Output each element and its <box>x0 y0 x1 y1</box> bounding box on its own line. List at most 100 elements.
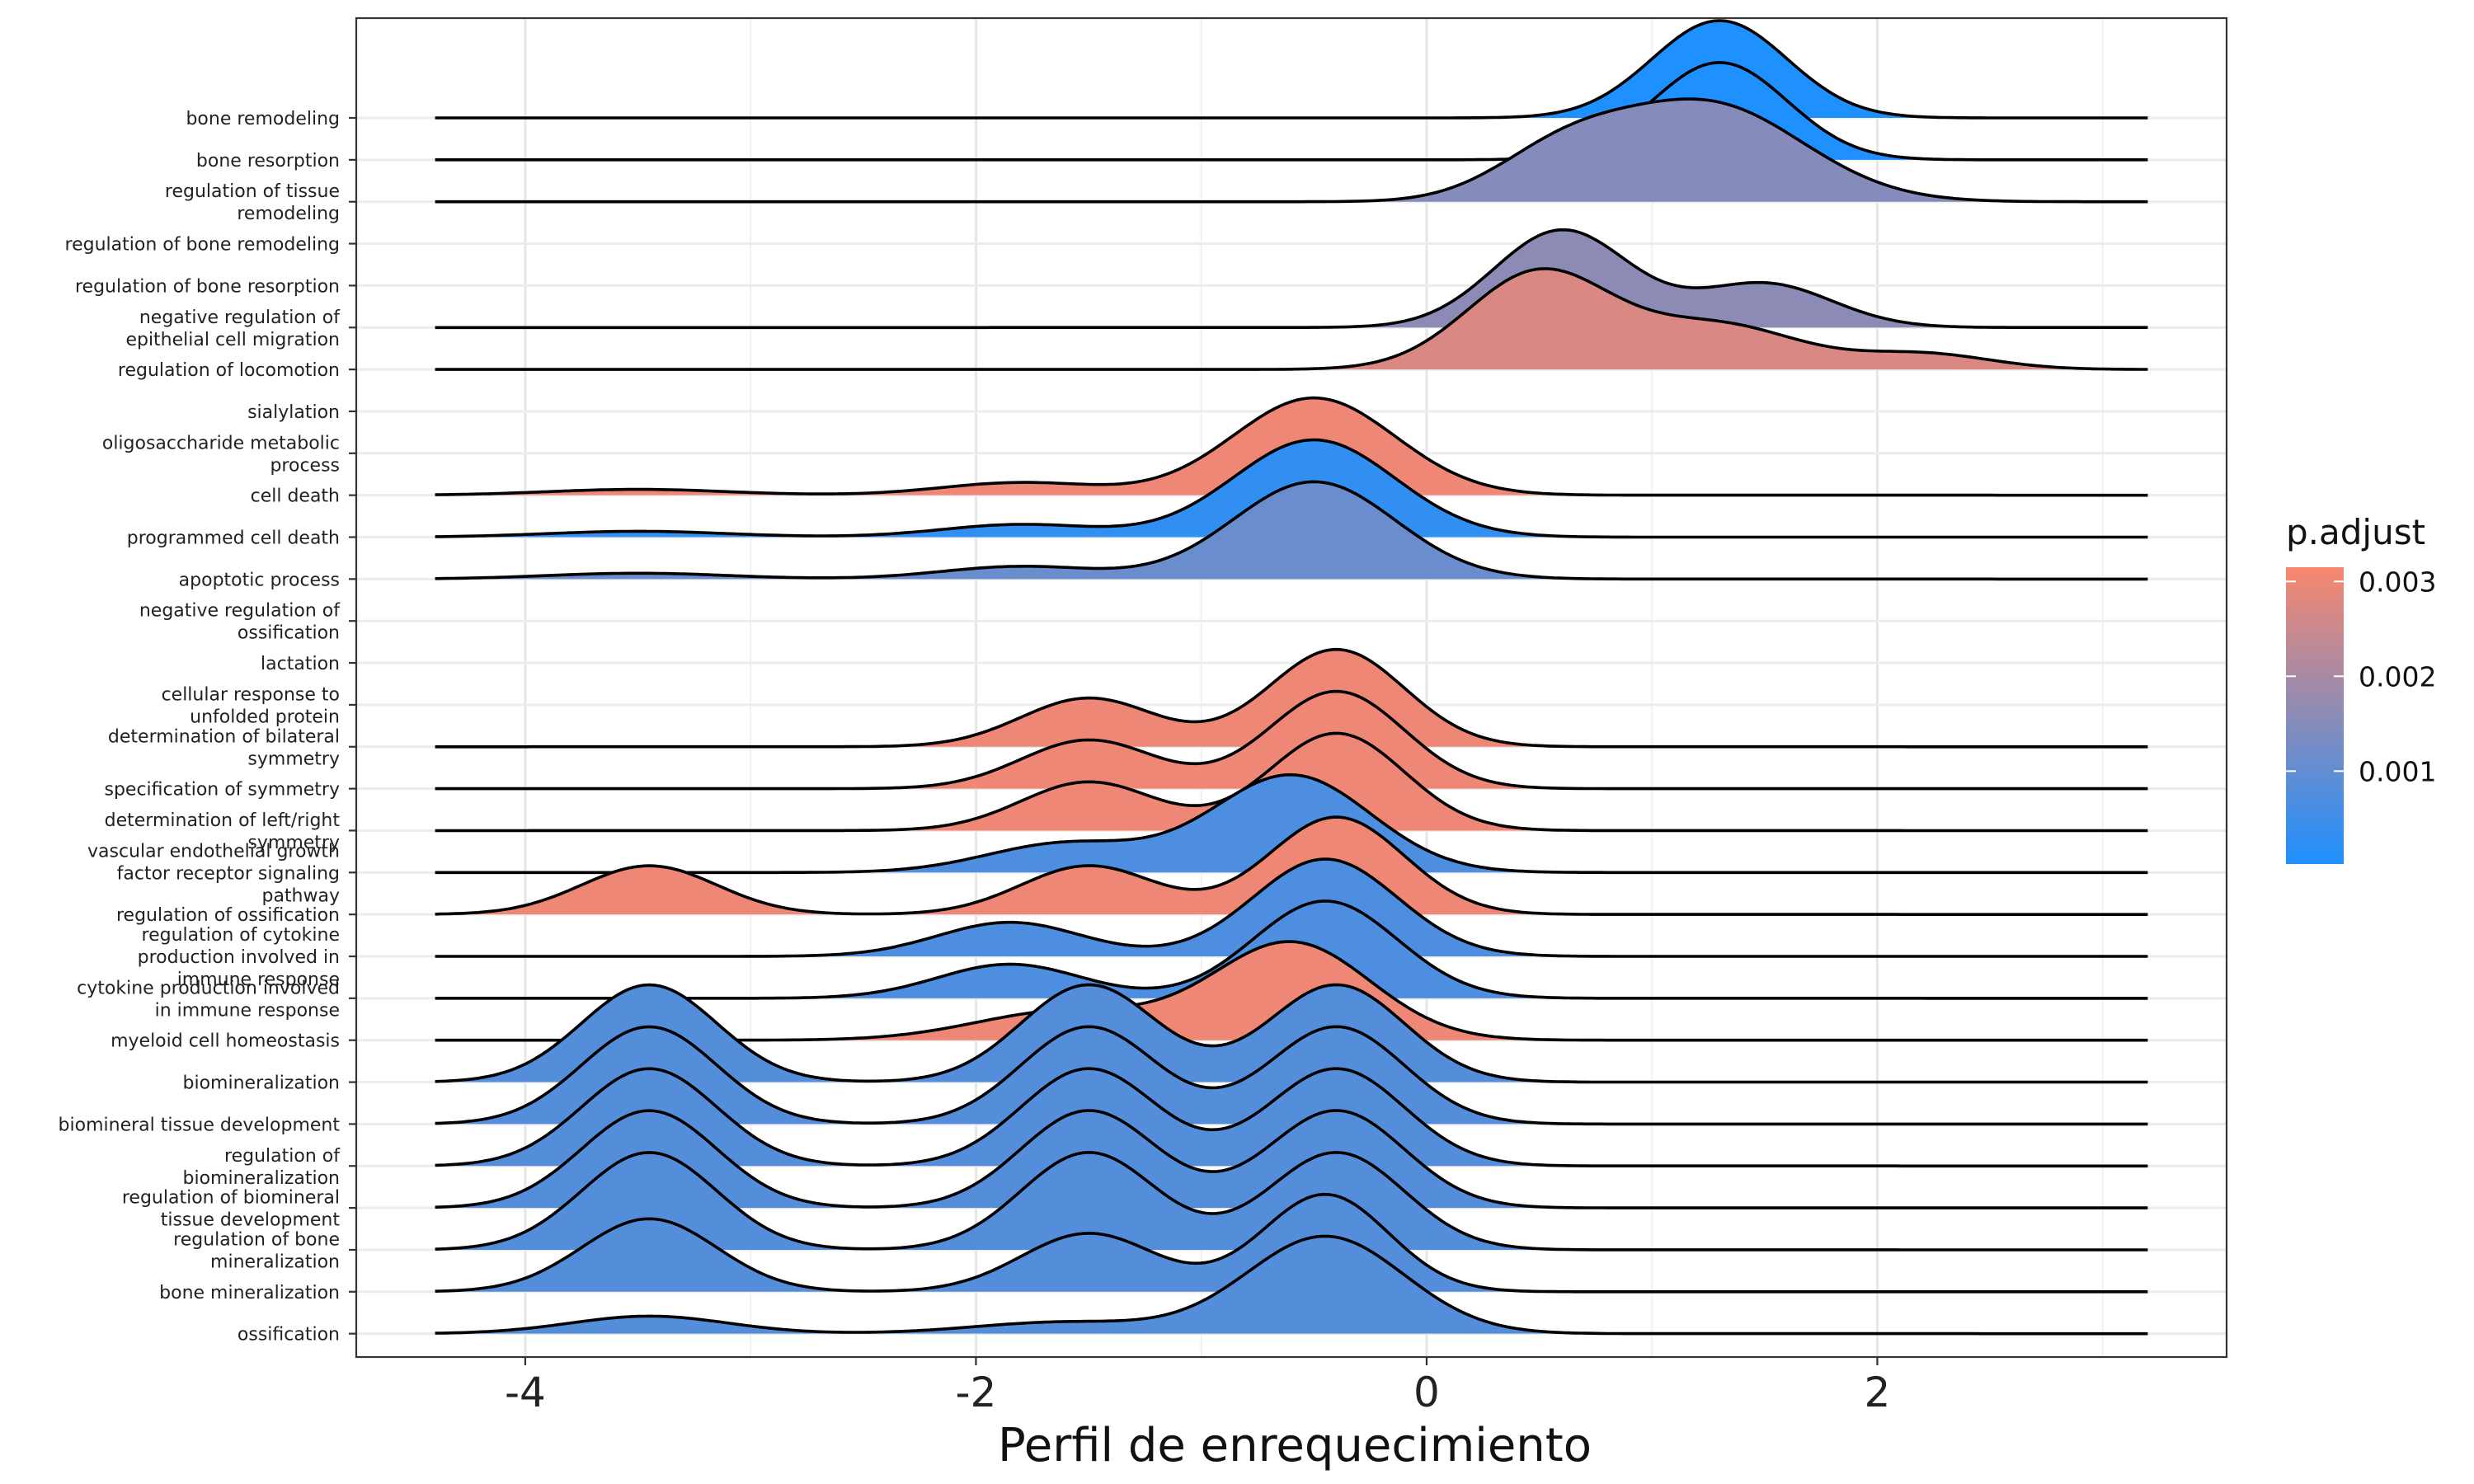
legend-colorbar <box>2286 567 2344 864</box>
ridge <box>435 267 2148 371</box>
ridge <box>435 773 2148 875</box>
ridge-outline <box>435 1192 2148 1294</box>
ridge-outline <box>435 773 2148 875</box>
ridge-outline <box>435 97 2148 204</box>
ridge-outline <box>435 983 2148 1084</box>
ridge <box>435 480 2148 581</box>
x-axis-title: Perfil de enrequecimiento <box>998 1419 1592 1472</box>
ridge-outline <box>435 228 2148 330</box>
y-tick-label: regulation of biomineral tissue developme… <box>122 1188 341 1231</box>
ridge-outline <box>435 480 2148 581</box>
ridge <box>435 647 2148 749</box>
y-tick-label: vascular endothelial growth factor recept… <box>87 841 340 906</box>
y-tick-label: bone mineralization <box>159 1283 340 1303</box>
ridge-outline <box>435 1067 2148 1168</box>
ridge-fill <box>435 1111 2148 1209</box>
y-tick-label: regulation of cytokine production involve… <box>138 925 340 990</box>
ridge-fill <box>435 691 2148 789</box>
ridge-outline <box>435 815 2148 916</box>
x-axis: -4 -2 0 2 <box>505 1357 1890 1416</box>
ridge-fill <box>435 99 2148 202</box>
y-tick-label: regulation of ossification <box>116 905 340 926</box>
ridge <box>435 1234 2148 1336</box>
y-tick-label: ossification <box>238 1325 340 1345</box>
ridge-outline <box>435 1234 2148 1336</box>
ridge-fill <box>435 774 2148 873</box>
ridge <box>435 228 2148 330</box>
ridge-fill <box>435 1236 2148 1334</box>
x-tick-label: 2 <box>1865 1369 1891 1416</box>
y-tick-label: negative regulation of ossification <box>139 601 341 644</box>
y-tick-label: regulation of biomineralization <box>183 1146 341 1189</box>
y-tick-label: biomineralization <box>183 1073 340 1094</box>
y-tick-label: programmed cell death <box>127 528 340 549</box>
ridge-outline <box>435 731 2148 833</box>
y-tick-label: regulation of tissue remodeling <box>165 181 340 224</box>
ridge <box>435 1109 2148 1209</box>
ridge-outline <box>435 267 2148 371</box>
panel-border <box>355 16 2228 1359</box>
ridge-outline <box>435 61 2148 162</box>
ridge-fill <box>435 1152 2148 1250</box>
y-tick-label: determination of left/right symmetry <box>105 810 341 853</box>
ridge <box>435 689 2148 791</box>
plot-panel-border <box>355 16 2228 1359</box>
ridge-outline <box>435 1025 2148 1126</box>
ridge-outline <box>435 1151 2148 1252</box>
y-tick-label: lactation <box>261 654 340 674</box>
y-tick-label: oligosaccharide metabolic process <box>102 433 340 476</box>
ridge-fill <box>435 268 2148 370</box>
y-tick-label: sialylation <box>247 402 340 423</box>
ridge <box>435 97 2148 204</box>
ridge <box>435 983 2148 1084</box>
ridge-fill <box>435 859 2148 956</box>
ridge-fill <box>435 649 2148 747</box>
y-tick-label: determination of bilateral symmetry <box>108 726 340 769</box>
ridge-fill <box>435 1068 2148 1167</box>
y-axis: bone remodeling bone resorption regulation… <box>59 109 356 1345</box>
ridge-outline <box>435 689 2148 791</box>
ridge <box>435 1025 2148 1126</box>
ridge-outline <box>435 19 2148 120</box>
ridge <box>435 1067 2148 1168</box>
y-tick-label: regulation of locomotion <box>118 360 340 381</box>
legend-title: p.adjust <box>2286 512 2425 552</box>
y-tick-label: bone resorption <box>196 151 340 171</box>
ridge-outline <box>435 857 2148 958</box>
ridge-fill <box>435 984 2148 1082</box>
legend-ticks: 0.003 0.002 0.001 <box>2286 566 2436 787</box>
ridge-outline <box>435 1109 2148 1209</box>
legend: p.adjust 0.003 0.002 0.001 <box>2286 512 2436 864</box>
ridge <box>435 1151 2148 1252</box>
x-tick-label: 0 <box>1413 1369 1440 1416</box>
ridge-outline <box>435 899 2148 1000</box>
y-tick-label: biomineral tissue development <box>59 1115 341 1135</box>
y-tick-label: cellular response to unfolded protein <box>162 684 340 727</box>
y-tick-label: negative regulation of epithelial cell mi… <box>125 308 341 350</box>
legend-tick-label: 0.001 <box>2359 755 2436 787</box>
ridge-fill <box>435 1026 2148 1125</box>
ridge <box>435 857 2148 958</box>
y-tick-label: apoptotic process <box>179 570 340 590</box>
x-tick-label: -2 <box>956 1369 997 1416</box>
y-tick-label: specification of symmetry <box>104 780 340 801</box>
ridge-fill <box>435 942 2148 1040</box>
x-tick-label: -4 <box>505 1369 546 1416</box>
legend-tick-label: 0.002 <box>2359 660 2436 693</box>
y-tick-label: cell death <box>251 486 340 507</box>
ridge-outline <box>435 647 2148 749</box>
ridge-fill <box>435 229 2148 328</box>
y-tick-label: cytokine production involved in immune re… <box>77 978 340 1021</box>
ridge <box>435 815 2148 916</box>
y-tick-label: regulation of bone resorption <box>75 276 340 297</box>
y-tick-label: bone remodeling <box>186 109 340 129</box>
ridge-fill <box>435 817 2148 915</box>
y-tick-label: regulation of bone remodeling <box>65 235 340 256</box>
ridge-outline <box>435 438 2148 539</box>
legend-tick-label: 0.003 <box>2359 566 2436 598</box>
ridges <box>435 19 2148 1336</box>
y-tick-label: regulation of bone mineralization <box>173 1230 340 1273</box>
ridge-fill <box>435 481 2148 580</box>
y-tick-label: myeloid cell homeostasis <box>111 1031 340 1052</box>
